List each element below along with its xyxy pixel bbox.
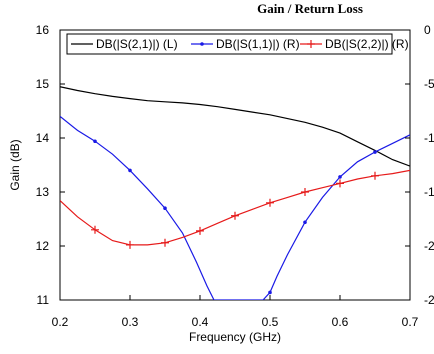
series-2-marker bbox=[128, 168, 132, 173]
x-tick-label: 0.2 bbox=[52, 315, 69, 329]
legend-marker-3 bbox=[307, 40, 315, 48]
x-tick-label: 0.7 bbox=[402, 315, 419, 329]
x-tick-label: 0.5 bbox=[262, 315, 279, 329]
series-2-marker bbox=[303, 220, 307, 225]
y-left-tick-label: 11 bbox=[37, 293, 50, 307]
chart-title: Gain / Return Loss bbox=[257, 1, 363, 16]
y-right-tick-label: -1 bbox=[424, 131, 434, 145]
series-3 bbox=[60, 169, 410, 249]
ticks-layer: 0.2 0.3 0.4 0.5 0.6 0.7 11 12 13 14 15 16 -2 -2 -1 -1 -5… bbox=[36, 23, 434, 329]
legend-label-2: DB(|S(1,1)|) (R) bbox=[216, 37, 300, 51]
series-3-marker bbox=[266, 198, 274, 207]
series-3-line bbox=[60, 169, 410, 246]
series-3-marker bbox=[126, 240, 134, 249]
series-3-marker bbox=[301, 188, 309, 196]
series-3-marker bbox=[91, 225, 99, 234]
series-2-marker bbox=[268, 290, 272, 295]
y-right-tick-label: -2 bbox=[424, 293, 434, 307]
y-left-tick-label: 13 bbox=[36, 185, 50, 199]
series-3-marker bbox=[161, 238, 169, 247]
x-axis-title: Frequency (GHz) bbox=[189, 330, 281, 344]
y-right-tick-label: 0 bbox=[424, 23, 431, 37]
legend-box bbox=[66, 33, 393, 55]
series-3-marker bbox=[231, 211, 239, 220]
series-2 bbox=[60, 115, 410, 300]
series-2-line bbox=[60, 115, 410, 300]
x-tick-label: 0.3 bbox=[122, 315, 139, 329]
x-tick-label: 0.6 bbox=[332, 315, 349, 329]
series-3-marker bbox=[196, 226, 204, 235]
series-layer bbox=[60, 86, 410, 300]
plot-frame bbox=[59, 29, 411, 301]
legend-marker-2 bbox=[200, 42, 204, 46]
y-left-tick-label: 16 bbox=[36, 23, 50, 37]
legend: DB(|S(2,1)|) (L) DB(|S(1,1)|) (R) DB(|S(2,… bbox=[66, 33, 409, 55]
x-tick-label: 0.4 bbox=[192, 315, 209, 329]
y-axis-title: Gain (dB) bbox=[8, 139, 22, 190]
series-3-marker bbox=[336, 179, 344, 188]
y-right-tick-label: -1 bbox=[424, 185, 434, 199]
legend-label-1: DB(|S(2,1)|) (L) bbox=[96, 37, 178, 51]
series-2-marker bbox=[373, 150, 377, 154]
y-right-tick-label: -5 bbox=[424, 77, 434, 91]
series-2-marker bbox=[338, 175, 342, 179]
y-left-tick-label: 15 bbox=[36, 77, 50, 91]
series-3-marker bbox=[371, 171, 379, 180]
series-1-line bbox=[60, 86, 410, 167]
legend-label-3: DB(|S(2,2)|) (R) bbox=[325, 37, 409, 51]
series-2-marker bbox=[163, 206, 167, 210]
y-right-tick-label: -2 bbox=[424, 239, 434, 253]
y-left-tick-label: 14 bbox=[36, 131, 50, 145]
series-1 bbox=[60, 86, 410, 167]
series-2-marker bbox=[93, 139, 97, 144]
y-left-tick-label: 12 bbox=[36, 239, 50, 253]
